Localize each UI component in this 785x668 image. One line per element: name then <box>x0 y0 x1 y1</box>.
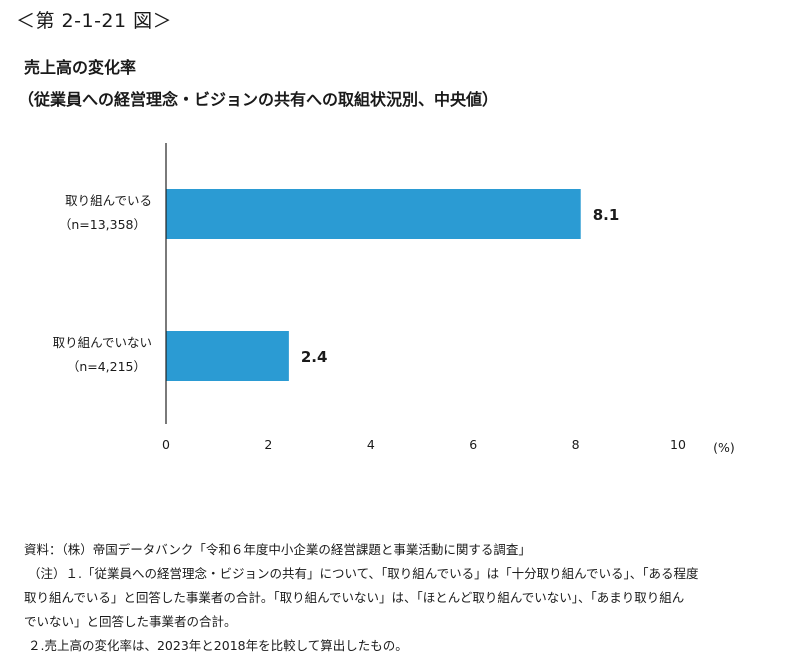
bar-0 <box>166 189 581 239</box>
chart-subtitle: （従業員への経営理念・ビジョンの共有への取組状況別、中央値） <box>18 90 499 109</box>
note-1-line-3: でいない」と回答した事業者の合計。 <box>24 614 237 629</box>
note-1-line-1: （注）１.「従業員への経営理念・ビジョンの共有」について、「取り組んでいる」は「… <box>28 566 699 581</box>
note-2: ２.売上高の変化率は、2023年と2018年を比較して算出したもの。 <box>28 638 408 653</box>
x-tick-label-4: 8 <box>572 437 580 452</box>
chart-title: 売上高の変化率 <box>24 58 137 77</box>
x-tick-label-2: 4 <box>367 437 375 452</box>
source-note: 資料：（株）帝国データバンク「令和６年度中小企業の経営課題と事業活動に関する調査… <box>24 542 531 557</box>
x-tick-label-3: 6 <box>469 437 477 452</box>
x-unit-label: (%) <box>713 440 735 455</box>
data-label-0: 8.1 <box>593 206 620 224</box>
chart-notes: 資料：（株）帝国データバンク「令和６年度中小企業の経営課題と事業活動に関する調査… <box>24 538 769 658</box>
x-tick-label-1: 2 <box>264 437 272 452</box>
category-label-1: 取り組んでいない <box>53 335 152 350</box>
category-n-1: （n=4,215） <box>67 359 146 374</box>
bar-chart: 8.1 2.4 取り組んでいる （n=13,358） 取り組んでいない （n=4,215）… <box>53 143 735 455</box>
data-label-1: 2.4 <box>301 348 328 366</box>
note-1-line-2: 取り組んでいる」と回答した事業者の合計。「取り組んでいない」は、「ほとんど取り組… <box>24 590 685 605</box>
category-n-0: （n=13,358） <box>59 217 146 232</box>
figure-label: ＜第 2-1-21 図＞ <box>16 10 173 32</box>
x-tick-label-5: 10 <box>670 437 686 452</box>
x-tick-label-0: 0 <box>162 437 170 452</box>
bar-1 <box>166 331 289 381</box>
category-label-0: 取り組んでいる <box>65 193 152 208</box>
